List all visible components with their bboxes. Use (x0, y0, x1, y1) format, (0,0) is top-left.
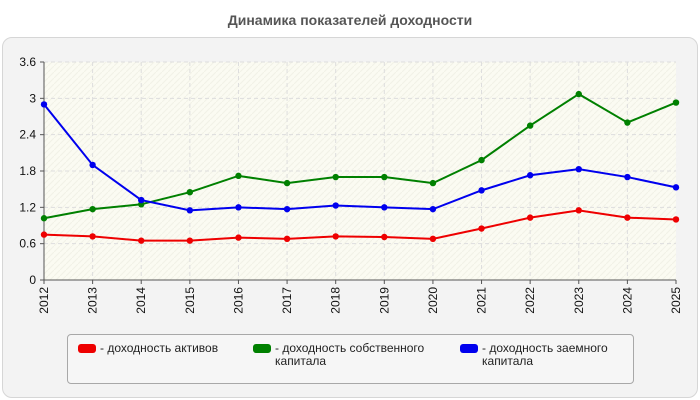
data-point (235, 234, 242, 241)
legend-label-assets: - доходность активов (100, 341, 219, 355)
series-lines (40, 90, 680, 244)
data-point (138, 237, 145, 244)
data-point (89, 233, 96, 240)
y-tick-label: 0 (29, 273, 36, 287)
x-tick-label: 2024 (620, 287, 634, 314)
data-point (186, 188, 194, 196)
x-tick-label: 2016 (231, 287, 245, 314)
series-line-2 (43, 103, 677, 212)
y-tick-label: 3 (29, 91, 36, 105)
data-point (672, 99, 680, 106)
data-point (575, 207, 582, 214)
data-point (235, 172, 242, 180)
x-tick-label: 2014 (134, 287, 148, 314)
data-point (40, 231, 48, 238)
x-tick-label: 2022 (523, 287, 537, 314)
data-point (40, 215, 48, 222)
data-point (381, 233, 388, 241)
x-tick-label: 2019 (377, 287, 391, 314)
x-tick-label: 2018 (329, 287, 343, 314)
data-point (672, 216, 680, 223)
y-tick-label: 0.6 (19, 237, 36, 251)
data-point (381, 173, 388, 181)
data-point (478, 187, 485, 194)
data-point (624, 214, 631, 221)
legend-label-equity: - доходность собственного капитала (275, 341, 425, 368)
data-point (672, 184, 680, 191)
data-point (429, 205, 437, 213)
data-point (40, 101, 48, 108)
chart-title: Динамика показателей доходности (227, 12, 473, 28)
series-line-0 (43, 209, 677, 242)
data-point (89, 205, 96, 213)
data-point (624, 119, 631, 126)
data-point (429, 179, 437, 187)
x-tick-label: 2020 (426, 287, 440, 314)
series-0 (40, 207, 680, 244)
x-tick-label: 2015 (183, 287, 197, 314)
legend-swatch-debt (460, 344, 478, 353)
data-point (381, 204, 388, 211)
data-point (332, 173, 339, 181)
y-tick-label: 1.2 (19, 200, 36, 214)
legend-swatch-assets (78, 344, 96, 353)
data-point (332, 202, 339, 209)
data-point (283, 205, 291, 213)
y-tick-label: 2.4 (19, 128, 36, 142)
x-tick-labels: 2012 2013 2014 2015 2016 2017 2018 2019 2020 2021… (37, 287, 683, 314)
data-point (138, 196, 145, 204)
data-point (478, 156, 485, 164)
y-tick-label: 1.8 (19, 164, 36, 178)
x-tick-label: 2012 (37, 287, 51, 314)
data-point (332, 233, 339, 240)
y-tick-labels: 0 0.6 1.2 1.8 2.4 3 3.6 (19, 55, 36, 287)
x-tick-label: 2023 (572, 287, 586, 314)
data-point (526, 122, 534, 129)
data-point (575, 90, 582, 98)
data-point (283, 235, 291, 243)
series-2 (40, 101, 680, 214)
data-point (624, 173, 631, 181)
data-point (89, 161, 96, 169)
x-tick-label: 2021 (475, 287, 489, 314)
y-tick-label: 3.6 (19, 55, 36, 69)
data-point (478, 225, 485, 232)
data-point (526, 214, 534, 221)
data-point (186, 237, 194, 244)
x-tick-label: 2013 (86, 287, 100, 314)
data-point (429, 235, 437, 243)
data-point (283, 179, 291, 187)
x-tick-label: 2025 (669, 287, 683, 314)
axes (40, 61, 677, 284)
data-point (235, 204, 242, 211)
data-point (526, 172, 534, 179)
data-point (186, 207, 194, 214)
legend-label-debt: - доходность заемного капитала (482, 341, 608, 368)
data-point (575, 165, 582, 173)
legend-swatch-equity (253, 344, 271, 353)
legend: - доходность активов - доходность собств… (67, 334, 634, 384)
x-tick-label: 2017 (280, 287, 294, 314)
